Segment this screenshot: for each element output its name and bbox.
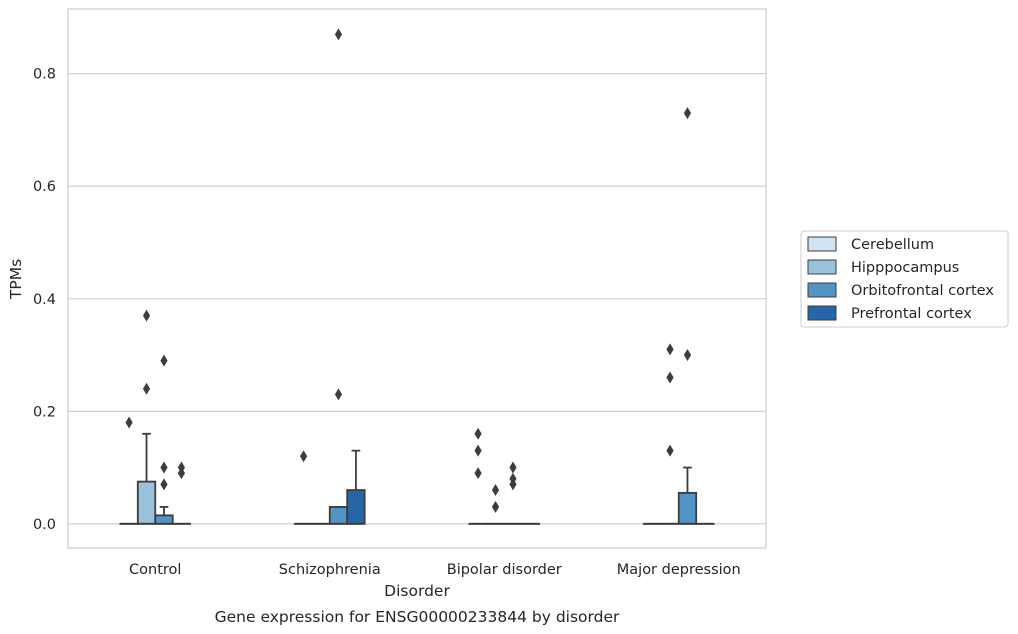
outlier-point [160, 461, 168, 474]
legend-label: Hipppocampus [851, 260, 959, 276]
y-tick-labels: 0.0 0.2 0.4 0.6 0.8 [33, 67, 56, 533]
outlier-point [683, 107, 692, 120]
outlier-point [474, 444, 482, 457]
x-tick-label: Bipolar disorder [447, 562, 562, 578]
boxes-layer [119, 432, 715, 525]
box-body [346, 489, 366, 525]
outlier-point [125, 416, 133, 429]
y-tick-label: 0.0 [33, 517, 56, 533]
box-orbitofrontal-cortex [677, 466, 698, 525]
legend-swatch [807, 305, 837, 321]
box-body [328, 506, 349, 525]
legend-swatch [807, 259, 837, 275]
y-tick-label: 0.2 [33, 404, 56, 420]
legend-label: Orbitofrontal cortex [851, 283, 994, 299]
outlier-point [160, 478, 168, 491]
grid-layer [68, 73, 766, 525]
outlier-point [509, 461, 517, 474]
outlier-point [509, 478, 517, 491]
outlier-point [683, 349, 692, 362]
box-prefrontal-cortex [346, 449, 366, 525]
box-body [677, 491, 698, 525]
outlier-point [491, 500, 500, 513]
outlier-point [666, 343, 674, 356]
y-tick-label: 0.6 [33, 179, 56, 195]
x-tick-label: Schizophrenia [279, 562, 381, 578]
y-tick-label: 0.4 [33, 292, 56, 308]
outlier-point [666, 444, 674, 457]
x-tick-label: Major depression [617, 562, 741, 578]
legend-label: Cerebellum [851, 237, 934, 253]
x-tick-labels: Control Schizophrenia Bipolar disorder Majo… [129, 562, 741, 578]
legend-swatch [807, 282, 837, 298]
x-axis-label: Disorder [384, 582, 450, 600]
box-hipppocampus [136, 432, 157, 525]
legend-swatch [807, 236, 837, 252]
outlier-point [334, 28, 343, 41]
outlier-point [177, 467, 186, 480]
legend: Cerebellum Hipppocampus Orbitofrontal cort… [800, 230, 1009, 328]
y-axis-label: TPMs [7, 259, 25, 300]
legend-frame [800, 230, 1009, 328]
outlier-point [299, 450, 308, 463]
plot-frame [67, 8, 767, 549]
box-body [154, 514, 174, 525]
outlier-point [142, 382, 151, 395]
outlier-point [334, 388, 343, 401]
outlier-point [142, 309, 151, 322]
legend-label: Prefrontal cortex [851, 306, 972, 322]
y-tick-label: 0.8 [33, 67, 56, 83]
box-orbitofrontal-cortex [154, 506, 174, 525]
outlier-point [666, 371, 674, 384]
box-body [136, 480, 157, 525]
box-orbitofrontal-cortex [328, 506, 349, 525]
outliers-layer [125, 28, 692, 513]
outlier-point [474, 427, 482, 440]
outlier-point [160, 354, 168, 367]
chart-title: Gene expression for ENSG00000233844 by d… [215, 608, 620, 626]
outlier-point [491, 484, 500, 497]
outlier-point [474, 467, 482, 480]
x-tick-label: Control [129, 562, 181, 578]
